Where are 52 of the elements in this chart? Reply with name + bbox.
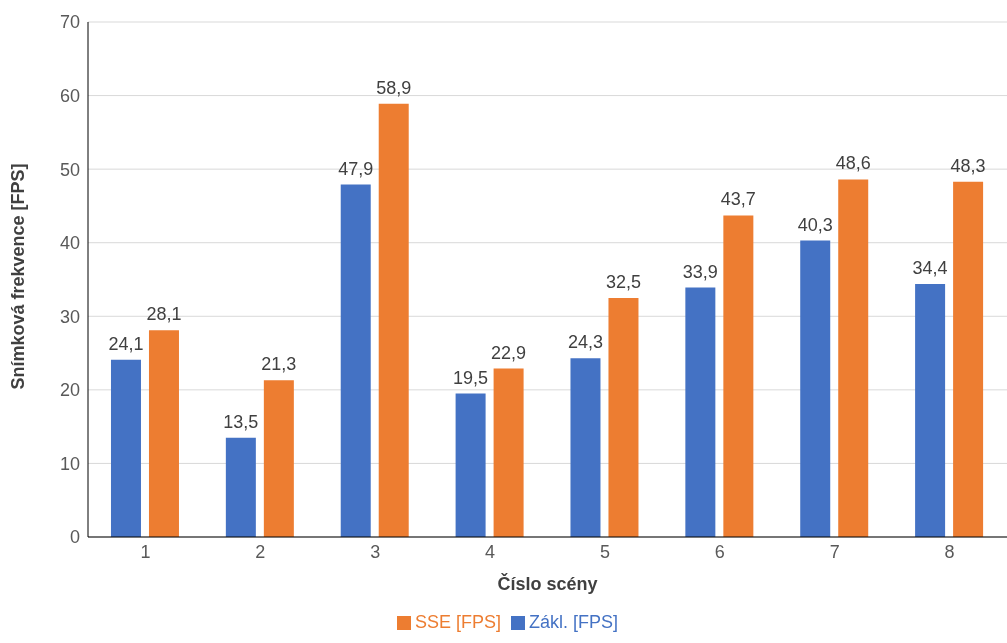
bar <box>493 368 524 537</box>
data-label: 32,5 <box>605 271 641 292</box>
x-tick-label: 8 <box>944 541 955 562</box>
data-label: 33,9 <box>682 261 718 282</box>
y-tick-label: 20 <box>59 380 80 401</box>
bar <box>263 380 294 537</box>
bar <box>800 240 831 537</box>
y-tick-label: 50 <box>59 159 80 180</box>
y-tick-label: 70 <box>59 12 80 33</box>
x-tick-label: 3 <box>370 541 381 562</box>
bar <box>455 393 486 537</box>
data-label: 58,9 <box>376 77 412 98</box>
bar <box>608 297 639 537</box>
bar <box>340 184 371 537</box>
y-tick-label: 40 <box>59 233 80 254</box>
data-label: 24,1 <box>108 333 144 354</box>
bar <box>570 358 601 537</box>
x-tick-label: 2 <box>255 541 266 562</box>
x-tick-label: 1 <box>140 541 151 562</box>
legend-label: Zákl. [FPS] <box>529 612 619 632</box>
bar <box>378 103 409 537</box>
bar <box>225 437 256 537</box>
y-tick-label: 10 <box>59 453 80 474</box>
bar <box>723 215 754 537</box>
data-label: 40,3 <box>797 214 833 235</box>
bar <box>110 359 141 537</box>
x-axis-title: Číslo scény <box>497 573 598 594</box>
data-label: 13,5 <box>223 411 259 432</box>
data-label: 43,7 <box>720 189 756 210</box>
bar <box>953 181 984 537</box>
data-label: 48,6 <box>835 153 871 174</box>
x-tick-label: 4 <box>485 541 496 562</box>
bar <box>685 287 716 537</box>
x-tick-label: 5 <box>599 541 610 562</box>
data-label: 47,9 <box>338 158 374 179</box>
bar <box>915 283 946 537</box>
data-label: 28,1 <box>146 304 182 325</box>
y-axis-title: Snímková frekvence [FPS] <box>8 163 29 390</box>
y-tick-label: 0 <box>69 527 80 548</box>
bar <box>838 179 869 537</box>
bar <box>148 330 179 537</box>
y-tick-label: 30 <box>59 306 80 327</box>
data-label: 19,5 <box>453 367 489 388</box>
data-label: 34,4 <box>912 257 948 278</box>
data-label: 24,3 <box>567 332 603 353</box>
legend-label: SSE [FPS] <box>414 612 501 632</box>
data-label: 21,3 <box>261 354 297 375</box>
data-label: 22,9 <box>491 342 527 363</box>
x-tick-label: 7 <box>829 541 840 562</box>
y-tick-label: 60 <box>59 85 80 106</box>
data-label: 48,3 <box>950 155 986 176</box>
x-tick-label: 6 <box>714 541 725 562</box>
